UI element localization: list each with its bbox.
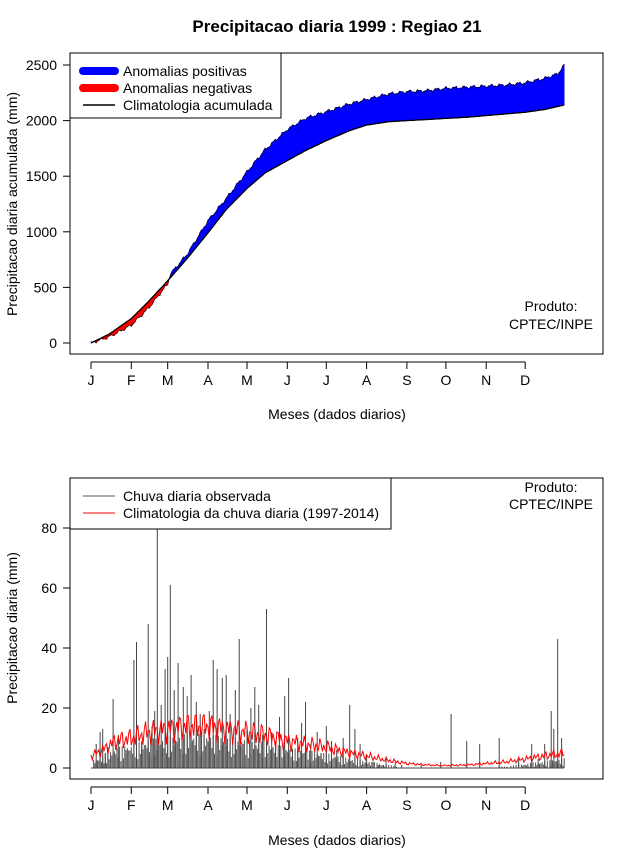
bottom-x-tick-label: O: [440, 797, 451, 813]
observed-cumulative-line: [90, 64, 565, 344]
daily-rain-bars: [91, 528, 565, 769]
top-y-tick-label: 1000: [26, 224, 57, 240]
bottom-x-tick-label: J: [284, 797, 291, 813]
bottom-product-label: Produto:: [525, 479, 578, 495]
top-y-axis-label: Precipitacao diaria acumulada (mm): [4, 92, 20, 316]
top-y-tick-label: 1500: [26, 168, 57, 184]
bottom-legend-box: [69, 477, 392, 530]
positive-anomaly-segment: [562, 63, 565, 106]
top-y-tick-label: 2500: [26, 57, 57, 73]
bottom-x-tick-label: M: [162, 797, 174, 813]
top-x-tick-label: A: [203, 372, 213, 388]
top-y-axis: 0 500 1000 1500 2000 2500: [26, 57, 70, 351]
climatology-cumulative-line: [90, 104, 565, 344]
top-x-tick-label: S: [402, 372, 411, 388]
top-x-axis-label: Meses (dados diarios): [268, 406, 406, 422]
bottom-x-tick-label: S: [402, 797, 411, 813]
top-x-tick-label: J: [284, 372, 291, 388]
top-product-source: CPTEC/INPE: [509, 316, 593, 332]
top-legend: Anomalias positivas Anomalias negativas …: [69, 52, 282, 119]
top-y-tick-label: 500: [34, 279, 58, 295]
top-product-label: Produto:: [525, 298, 578, 314]
legend-label-observed: Chuva diaria observada: [123, 488, 271, 504]
legend-label-positive: Anomalias positivas: [123, 63, 247, 79]
top-x-tick-label: F: [127, 372, 136, 388]
bottom-product-source: CPTEC/INPE: [509, 496, 593, 512]
legend-label-daily-climatology: Climatologia da chuva diaria (1997-2014): [123, 505, 379, 521]
daily-climatology-line: [90, 713, 565, 767]
bottom-y-tick-label: 40: [41, 640, 57, 656]
chart-title: Precipitacao diaria 1999 : Regiao 21: [192, 17, 481, 36]
bottom-y-tick-label: 80: [41, 520, 57, 536]
legend-label-climatology: Climatologia acumulada: [123, 97, 273, 113]
bottom-x-tick-label: A: [203, 797, 213, 813]
bottom-x-tick-label: J: [88, 797, 95, 813]
bottom-x-tick-label: M: [241, 797, 253, 813]
top-climatology-line: [90, 64, 565, 344]
top-x-tick-label: J: [323, 372, 330, 388]
bottom-y-axis-label: Precipitacao diaria (mm): [4, 552, 20, 704]
top-x-tick-label: M: [162, 372, 174, 388]
bottom-x-axis-label: Meses (dados diarios): [268, 832, 406, 848]
bottom-x-tick-label: F: [127, 797, 136, 813]
bottom-legend: Chuva diaria observada Climatologia da c…: [69, 477, 392, 530]
daily-climatology-polyline: [90, 713, 565, 767]
top-y-tick-label: 0: [49, 335, 57, 351]
top-x-tick-label: J: [88, 372, 95, 388]
legend-label-negative: Anomalias negativas: [123, 80, 252, 96]
top-x-tick-label: O: [440, 372, 451, 388]
bottom-y-axis: 0 20 40 60 80: [41, 520, 70, 776]
top-x-tick-label: M: [241, 372, 253, 388]
bottom-x-tick-label: D: [520, 797, 530, 813]
bottom-y-tick-label: 20: [41, 700, 57, 716]
bottom-y-tick-label: 0: [49, 760, 57, 776]
top-x-tick-label: A: [362, 372, 372, 388]
bottom-x-tick-label: A: [362, 797, 372, 813]
top-x-tick-label: N: [481, 372, 491, 388]
top-plot-frame: [69, 52, 604, 355]
bottom-y-tick-label: 60: [41, 580, 57, 596]
top-x-tick-label: D: [520, 372, 530, 388]
bottom-x-tick-label: N: [481, 797, 491, 813]
bottom-x-tick-label: J: [323, 797, 330, 813]
top-y-tick-label: 2000: [26, 113, 57, 129]
